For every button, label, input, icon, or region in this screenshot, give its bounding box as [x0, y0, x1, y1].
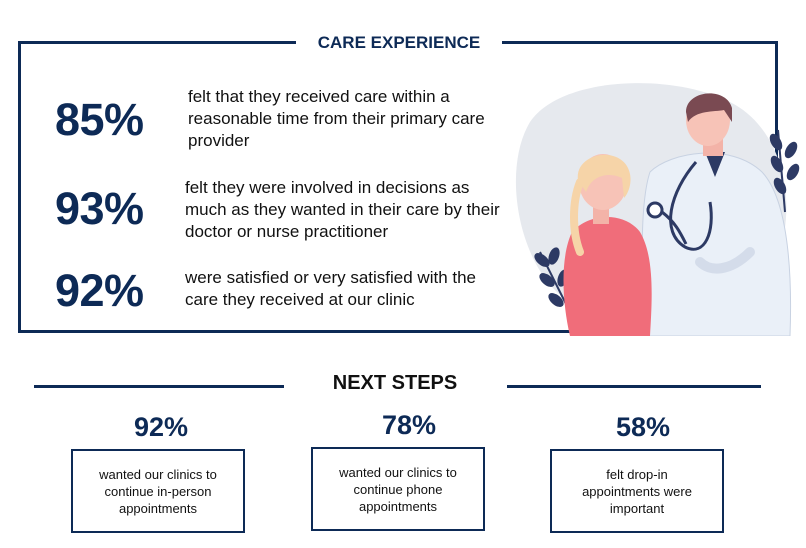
next-step-text-drop-in: felt drop-in appointments were important — [582, 466, 692, 516]
stat-percent-satisfied: 92% — [55, 265, 144, 316]
next-step-text-phone: wanted our clinics to continue phone app… — [339, 464, 457, 514]
next-steps-rule-right — [507, 385, 761, 388]
stat-text-decisions: felt they were involved in decisions as … — [185, 178, 500, 241]
next-step-percent-drop-in: 58% — [615, 412, 671, 442]
next-step-box-drop-in: felt drop-in appointments were important — [550, 449, 724, 533]
stat-percent-decisions: 93% — [55, 183, 144, 234]
next-step-box-phone: wanted our clinics to continue phone app… — [311, 447, 485, 531]
next-steps-title: NEXT STEPS — [332, 372, 458, 394]
stat-percent-time: 85% — [55, 94, 144, 145]
next-step-percent-in-person: 92% — [133, 412, 189, 442]
stat-text-time: felt that they received care within a re… — [188, 87, 485, 150]
next-step-box-in-person: wanted our clinics to continue in-person… — [71, 449, 245, 533]
next-step-percent-phone: 78% — [381, 410, 437, 440]
next-steps-rule-left — [34, 385, 284, 388]
stat-text-satisfied: were satisfied or very satisfied with th… — [185, 268, 477, 309]
doctor-patient-icon — [515, 83, 800, 337]
doctor-with-patient-illustration — [500, 82, 806, 337]
care-experience-title: CARE EXPERIENCE — [296, 30, 502, 56]
next-step-text-in-person: wanted our clinics to continue in-person… — [99, 466, 217, 516]
